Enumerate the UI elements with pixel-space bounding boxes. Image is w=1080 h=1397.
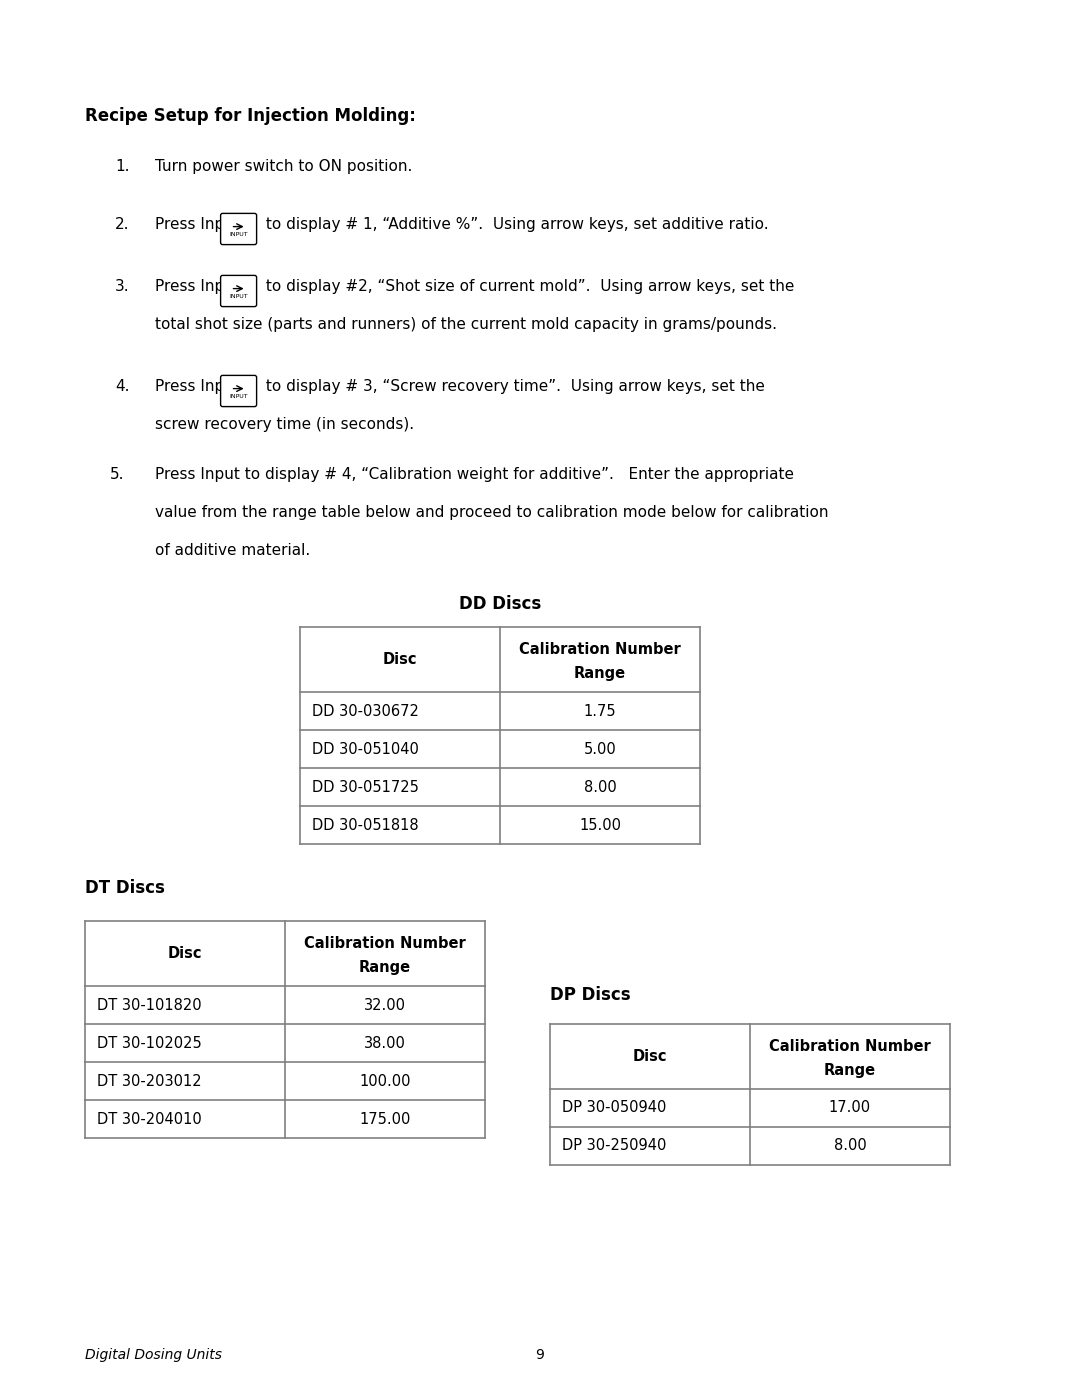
FancyBboxPatch shape: [220, 376, 257, 407]
Text: 2.: 2.: [114, 217, 130, 232]
Text: DT 30-203012: DT 30-203012: [97, 1073, 202, 1088]
Text: Press Input: Press Input: [156, 379, 245, 394]
Text: 38.00: 38.00: [364, 1035, 406, 1051]
Text: Range: Range: [573, 666, 626, 682]
Text: DD 30-030672: DD 30-030672: [312, 704, 419, 718]
Text: Disc: Disc: [633, 1049, 667, 1065]
Text: 17.00: 17.00: [829, 1101, 872, 1115]
Text: 1.: 1.: [114, 159, 130, 175]
Text: DD Discs: DD Discs: [459, 595, 541, 613]
FancyBboxPatch shape: [220, 214, 257, 244]
Text: DP 30-050940: DP 30-050940: [562, 1101, 666, 1115]
Text: of additive material.: of additive material.: [156, 543, 310, 557]
Text: DP 30-250940: DP 30-250940: [562, 1139, 666, 1154]
Text: Range: Range: [824, 1063, 876, 1078]
Text: Digital Dosing Units: Digital Dosing Units: [85, 1348, 222, 1362]
Text: to display # 3, “Screw recovery time”.  Using arrow keys, set the: to display # 3, “Screw recovery time”. U…: [260, 379, 765, 394]
Text: DT 30-101820: DT 30-101820: [97, 997, 202, 1013]
Text: 100.00: 100.00: [360, 1073, 410, 1088]
Text: DT Discs: DT Discs: [85, 879, 165, 897]
FancyBboxPatch shape: [220, 275, 257, 306]
Text: DT 30-102025: DT 30-102025: [97, 1035, 202, 1051]
Text: DP Discs: DP Discs: [550, 986, 631, 1004]
Text: screw recovery time (in seconds).: screw recovery time (in seconds).: [156, 416, 414, 432]
Text: 15.00: 15.00: [579, 817, 621, 833]
Text: 9: 9: [536, 1348, 544, 1362]
Text: to display # 1, “Additive %”.  Using arrow keys, set additive ratio.: to display # 1, “Additive %”. Using arro…: [260, 217, 768, 232]
Text: Press Input: Press Input: [156, 217, 245, 232]
Text: total shot size (parts and runners) of the current mold capacity in grams/pounds: total shot size (parts and runners) of t…: [156, 317, 777, 332]
Text: 5.: 5.: [110, 467, 124, 482]
Text: Disc: Disc: [167, 946, 202, 961]
Text: Calibration Number: Calibration Number: [519, 643, 680, 657]
Text: to display #2, “Shot size of current mold”.  Using arrow keys, set the: to display #2, “Shot size of current mol…: [260, 279, 794, 293]
Text: 175.00: 175.00: [360, 1112, 410, 1126]
Text: Calibration Number: Calibration Number: [305, 936, 465, 951]
Text: Press Input to display # 4, “Calibration weight for additive”.   Enter the appro: Press Input to display # 4, “Calibration…: [156, 467, 794, 482]
Text: Range: Range: [359, 960, 411, 975]
Text: 3.: 3.: [114, 279, 130, 293]
Text: DD 30-051818: DD 30-051818: [312, 817, 419, 833]
Text: 32.00: 32.00: [364, 997, 406, 1013]
Text: 8.00: 8.00: [583, 780, 617, 795]
Text: DT 30-204010: DT 30-204010: [97, 1112, 202, 1126]
Text: INPUT: INPUT: [229, 295, 248, 299]
Text: 5.00: 5.00: [583, 742, 617, 757]
Text: DD 30-051725: DD 30-051725: [312, 780, 419, 795]
Text: 8.00: 8.00: [834, 1139, 866, 1154]
Text: value from the range table below and proceed to calibration mode below for calib: value from the range table below and pro…: [156, 504, 828, 520]
Text: 4.: 4.: [114, 379, 130, 394]
Text: Recipe Setup for Injection Molding:: Recipe Setup for Injection Molding:: [85, 108, 416, 124]
Text: DD 30-051040: DD 30-051040: [312, 742, 419, 757]
Text: 1.75: 1.75: [583, 704, 617, 718]
Text: INPUT: INPUT: [229, 232, 248, 237]
Text: Turn power switch to ON position.: Turn power switch to ON position.: [156, 159, 413, 175]
Text: Calibration Number: Calibration Number: [769, 1039, 931, 1055]
Text: Disc: Disc: [382, 652, 417, 666]
Text: Press Input: Press Input: [156, 279, 245, 293]
Text: INPUT: INPUT: [229, 394, 248, 400]
